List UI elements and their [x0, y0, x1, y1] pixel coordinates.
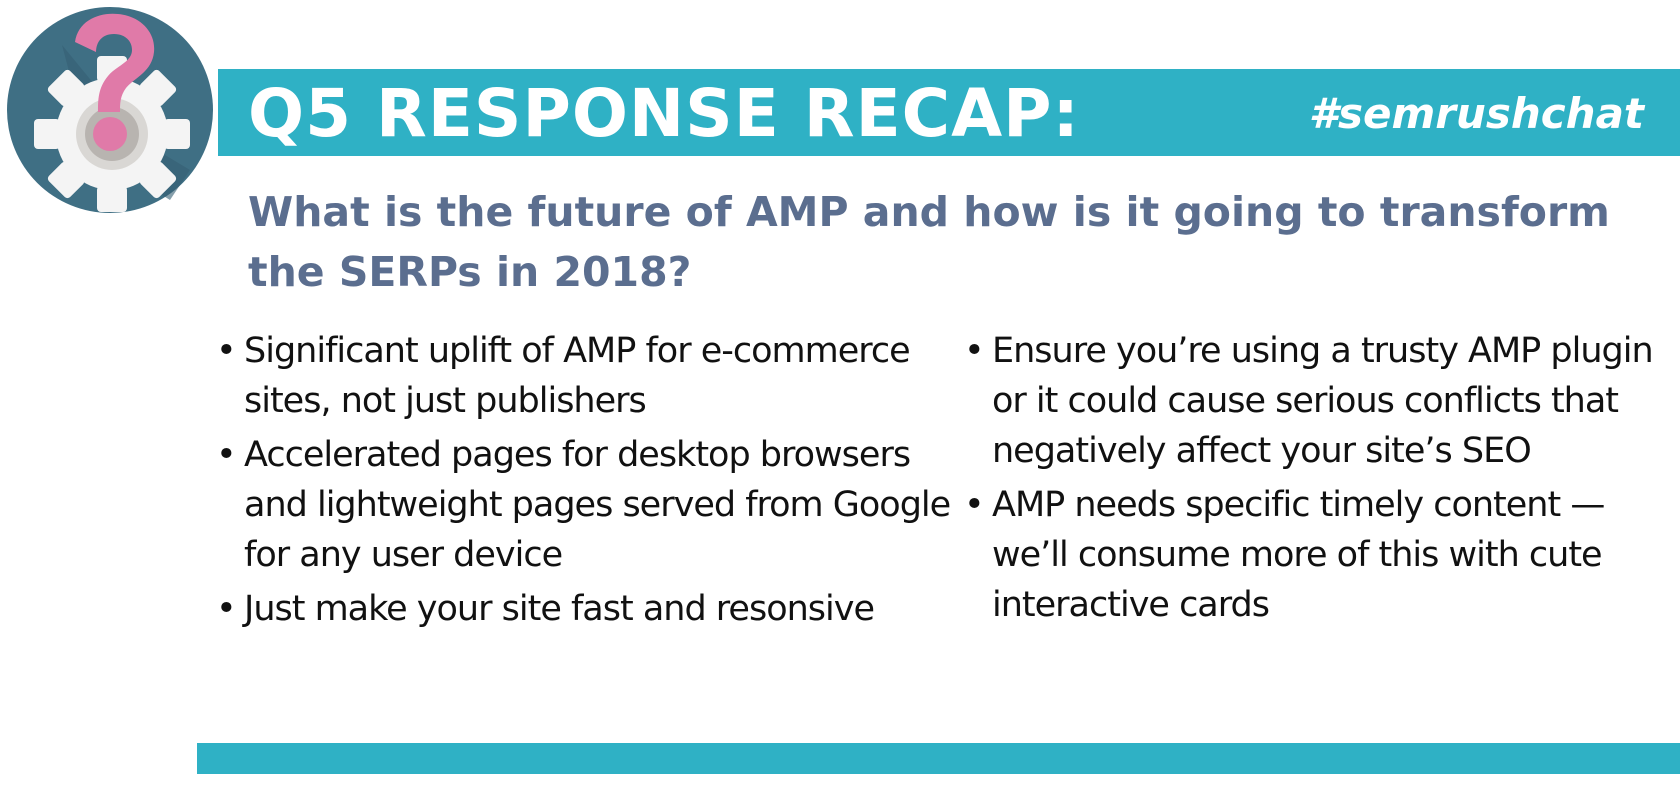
list-item: • Just make your site fast and resonsive: [216, 584, 956, 634]
list-item: • Significant uplift of AMP for e-commer…: [216, 326, 956, 426]
bullet-icon: •: [964, 331, 985, 371]
list-item: • AMP needs specific timely content — we…: [964, 480, 1669, 630]
bullet-icon: •: [216, 331, 237, 371]
question-gear-icon: [0, 0, 225, 225]
bullet-icon: •: [964, 485, 985, 525]
header-bar: [218, 69, 1680, 156]
bullet-icon: •: [216, 435, 237, 475]
bullet-text: Ensure you’re using a trusty AMP plugin …: [992, 331, 1654, 471]
bullet-list-left: • Significant uplift of AMP for e-commer…: [216, 326, 956, 638]
page-title: Q5 RESPONSE RECAP:: [248, 75, 1080, 152]
bullet-text: AMP needs specific timely content — we’l…: [992, 485, 1605, 625]
bullet-text: Just make your site fast and resonsive: [244, 589, 875, 629]
hashtag-label: #semrushchat: [1308, 89, 1644, 138]
question-gear-logo: [2, 2, 218, 218]
footer-bar: [197, 743, 1680, 774]
question-text: What is the future of AMP and how is it …: [248, 188, 1610, 296]
bullet-text: Significant uplift of AMP for e-commerce…: [244, 331, 911, 421]
bullet-text: Accelerated pages for desktop browsers a…: [244, 435, 951, 575]
list-item: • Ensure you’re using a trusty AMP plugi…: [964, 326, 1669, 476]
bullet-icon: •: [216, 589, 237, 629]
list-item: • Accelerated pages for desktop browsers…: [216, 430, 956, 580]
bullet-list-right: • Ensure you’re using a trusty AMP plugi…: [964, 326, 1669, 634]
